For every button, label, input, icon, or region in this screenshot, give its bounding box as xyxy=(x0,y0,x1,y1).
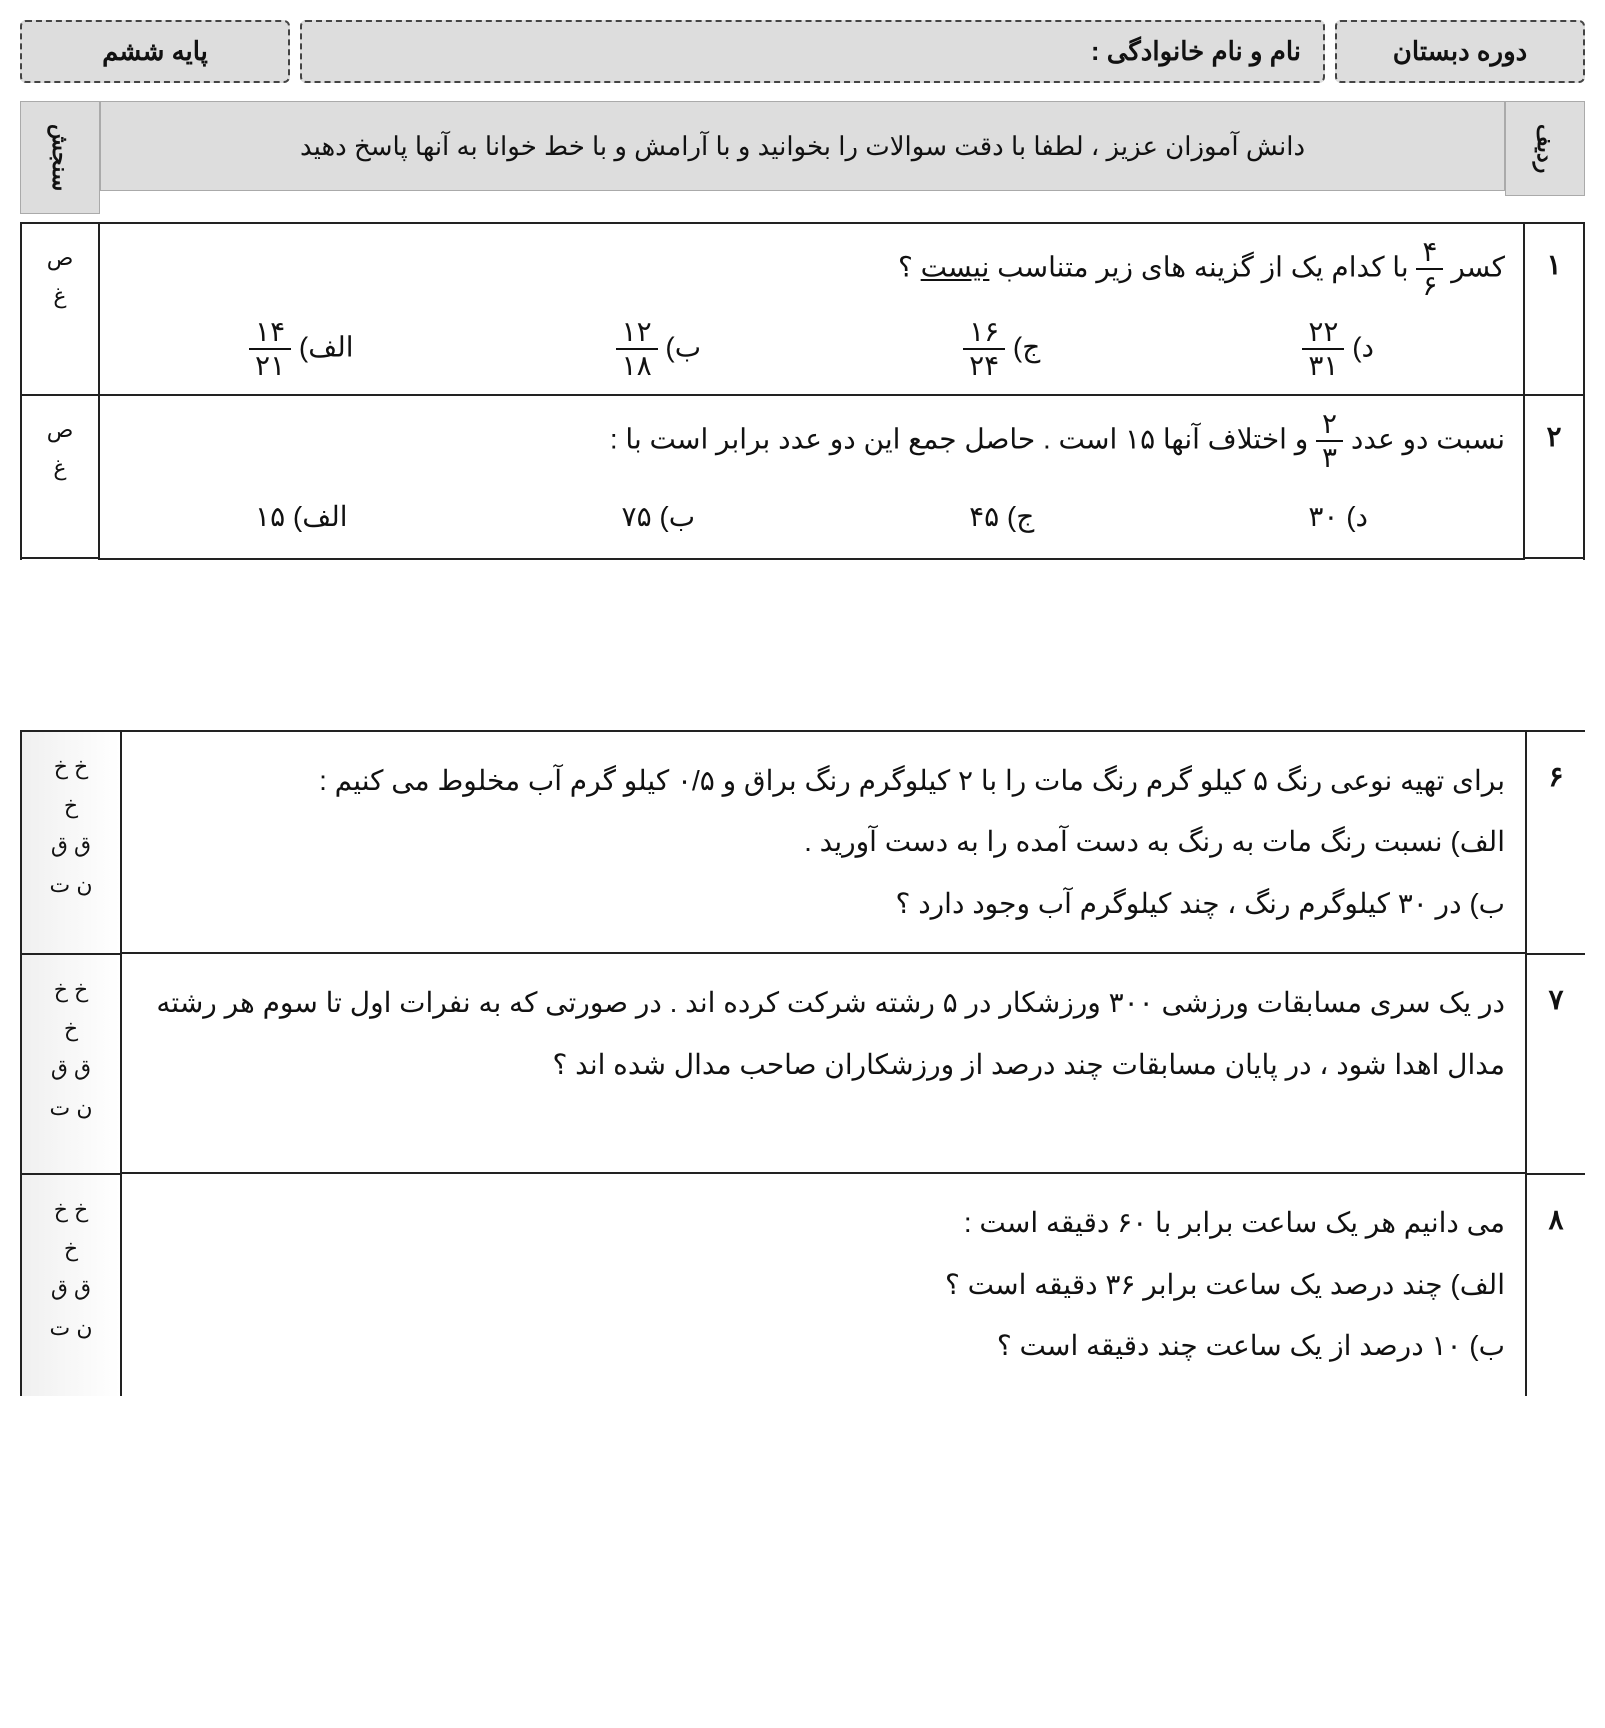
question-prompt: کسر ۴۶ با کدام یک از گزینه های زیر متناس… xyxy=(118,238,1505,300)
question-number: ۸ xyxy=(1527,1173,1585,1396)
question-line: ب) در ۳۰ کیلوگرم رنگ ، چند کیلوگرم آب وج… xyxy=(142,873,1505,935)
question-number: ۱ xyxy=(1525,224,1583,396)
course-box: دوره دبستان xyxy=(1335,20,1585,83)
score-cell: خ خخق قن ت xyxy=(22,953,120,1173)
question-line: الف) چند درصد یک ساعت برابر ۳۶ دقیقه است… xyxy=(142,1254,1505,1316)
question-prompt: نسبت دو عدد ۲۳ و اختلاف آنها ۱۵ است . حا… xyxy=(118,410,1505,472)
score-cell: صغ xyxy=(22,396,98,559)
score-header-label: سنجش xyxy=(20,101,100,214)
row-header-label: ردیف xyxy=(1505,101,1585,196)
top-header: دوره دبستان نام و نام خانوادگی : پایه شش… xyxy=(20,20,1585,83)
instruction-text: دانش آموزان عزیز ، لطفا با دقت سوالات را… xyxy=(100,101,1505,191)
name-box: نام و نام خانوادگی : xyxy=(300,20,1325,83)
option: ب) ۷۵ xyxy=(622,490,696,543)
questions-bottom-table: ۶۷۸ برای تهیه نوعی رنگ ۵ کیلو گرم رنگ ما… xyxy=(20,730,1585,1396)
option: ج) ۱۶۲۴ xyxy=(963,318,1040,380)
option: الف) ۱۵ xyxy=(255,490,347,543)
option: ب) ۱۲۱۸ xyxy=(616,318,702,380)
score-cell: خ خخق قن ت xyxy=(22,730,120,953)
score-cell: صغ xyxy=(22,224,98,396)
question-line: در یک سری مسابقات ورزشی ۳۰۰ ورزشکار در ۵… xyxy=(142,972,1505,1095)
question-line: الف) نسبت رنگ مات به رنگ به دست آمده را … xyxy=(142,811,1505,873)
option: ج) ۴۵ xyxy=(969,490,1034,543)
option: الف) ۱۴۲۱ xyxy=(249,318,353,380)
score-cell: خ خخق قن ت xyxy=(22,1173,120,1396)
question-number: ۲ xyxy=(1525,396,1583,559)
question-line: می دانیم هر یک ساعت برابر با ۶۰ دقیقه اس… xyxy=(142,1192,1505,1254)
question-line: ب) ۱۰ درصد از یک ساعت چند دقیقه است ؟ xyxy=(142,1315,1505,1377)
question-body: کسر ۴۶ با کدام یک از گزینه های زیر متناس… xyxy=(100,224,1523,396)
question-body: برای تهیه نوعی رنگ ۵ کیلو گرم رنگ مات را… xyxy=(122,730,1525,953)
grade-box: پایه ششم xyxy=(20,20,290,83)
option: د) ۲۲۳۱ xyxy=(1302,318,1374,380)
question-number: ۶ xyxy=(1527,730,1585,953)
question-body: نسبت دو عدد ۲۳ و اختلاف آنها ۱۵ است . حا… xyxy=(100,396,1523,559)
option: د) ۳۰ xyxy=(1308,490,1368,543)
question-line: برای تهیه نوعی رنگ ۵ کیلو گرم رنگ مات را… xyxy=(142,750,1505,812)
instruction-row: ردیف دانش آموزان عزیز ، لطفا با دقت سوال… xyxy=(20,101,1585,214)
question-body: در یک سری مسابقات ورزشی ۳۰۰ ورزشکار در ۵… xyxy=(122,952,1525,1172)
question-number: ۷ xyxy=(1527,953,1585,1173)
options-row: الف) ۱۵ ب) ۷۵ ج) ۴۵ د) ۳۰ xyxy=(118,490,1505,543)
question-body: می دانیم هر یک ساعت برابر با ۶۰ دقیقه اس… xyxy=(122,1172,1525,1395)
questions-top-table: ۱۲ کسر ۴۶ با کدام یک از گزینه های زیر مت… xyxy=(20,222,1585,559)
options-row: الف) ۱۴۲۱ ب) ۱۲۱۸ ج) ۱۶۲۴ د) ۲۲۳۱ xyxy=(118,318,1505,380)
